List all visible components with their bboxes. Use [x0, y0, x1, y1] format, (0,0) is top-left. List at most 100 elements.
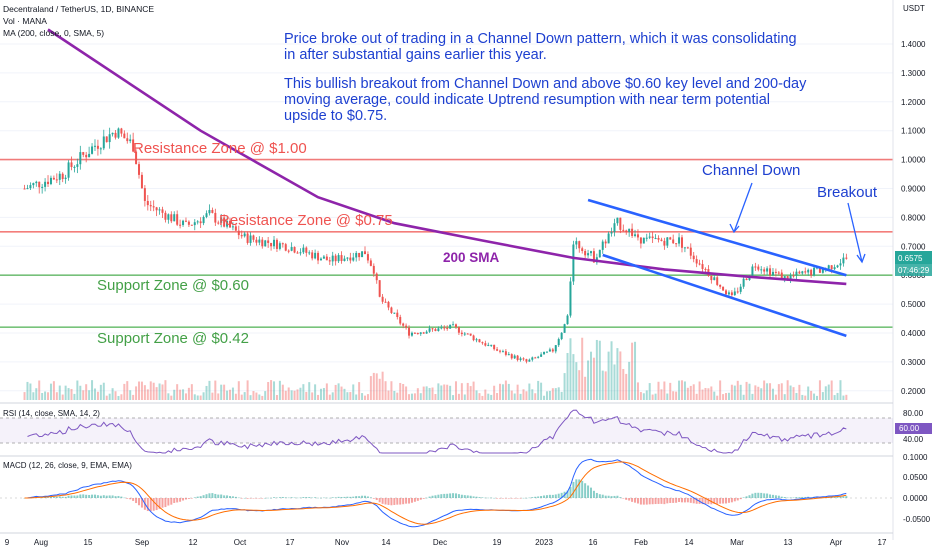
macd-histogram-bar: [592, 490, 595, 498]
candle-body: [804, 271, 807, 273]
volume-bar: [639, 392, 642, 400]
volume-bar: [528, 383, 531, 400]
macd-histogram-bar: [261, 498, 264, 499]
macd-histogram-bar: [845, 496, 848, 498]
macd-histogram-bar: [287, 497, 290, 499]
volume-bar: [581, 337, 584, 400]
rsi-label[interactable]: RSI (14, close, SMA, 14, 2): [3, 409, 100, 418]
volume-bar: [557, 387, 560, 400]
candle-body: [807, 269, 810, 273]
macd-histogram-bar: [742, 497, 745, 498]
candle-body: [314, 252, 317, 259]
volume-bar: [727, 392, 730, 400]
ma-indicator-label[interactable]: MA (200, close, 0, SMA, 5): [3, 28, 104, 38]
candle-body: [120, 128, 123, 134]
volume-bar: [343, 388, 346, 400]
macd-histogram-bar: [557, 493, 560, 498]
macd-histogram-bar: [67, 495, 70, 498]
price-axis[interactable]: USDT 1.4000 1.3000 1.2000 1.1000 1.0000 0.900…: [892, 0, 932, 540]
macd-histogram-bar: [660, 498, 663, 504]
volume-bar: [560, 391, 563, 400]
candle-body: [645, 237, 648, 239]
macd-histogram-bar: [590, 487, 592, 498]
macd-histogram-bar: [769, 494, 772, 498]
macd-histogram-bar: [179, 498, 182, 502]
volume-bar: [815, 395, 818, 400]
macd-histogram-bar: [255, 498, 258, 499]
volume-bar: [751, 393, 754, 400]
macd-histogram-bar: [686, 498, 689, 503]
zone-label-resistance-1: Resistance Zone @ $1.00: [133, 140, 307, 157]
macd-histogram-bar: [757, 492, 760, 498]
macd-histogram-bar: [425, 497, 428, 499]
countdown-value: 07:46:29: [898, 266, 930, 275]
macd-histogram-bar: [249, 498, 252, 499]
macd-histogram-bar: [725, 498, 728, 504]
candle-body: [52, 177, 55, 180]
macd-histogram-bar: [537, 496, 540, 498]
candle-body: [496, 349, 499, 351]
macd-histogram-bar: [96, 495, 99, 498]
candle-body: [258, 239, 261, 243]
macd-histogram-bar: [205, 494, 208, 498]
volume-bar: [273, 381, 276, 400]
macd-histogram-bar: [405, 498, 408, 504]
macd-histogram-bar: [102, 495, 105, 498]
candle-body: [202, 216, 205, 224]
macd-histogram-bar: [384, 498, 387, 505]
volume-bar: [719, 380, 722, 400]
macd-histogram-bar: [93, 494, 96, 498]
volume-bar: [264, 391, 267, 400]
time-tick-label: 14: [685, 538, 694, 547]
macd-histogram-bar: [184, 498, 187, 500]
macd-histogram-bar: [510, 498, 513, 499]
macd-histogram-bar: [358, 496, 361, 498]
time-axis[interactable]: 9 Aug 15 Sep 12 Oct 17 Nov 14 Dec 19 2023 16 Feb 14 Mar…: [5, 538, 887, 547]
volume-bar: [469, 386, 472, 400]
macd-histogram-bar: [314, 497, 317, 498]
candle-body: [355, 252, 358, 258]
candle-body: [513, 355, 516, 359]
candle-body: [716, 277, 719, 285]
candle-body: [587, 253, 590, 256]
candle-body: [786, 276, 789, 280]
candle-body: [26, 188, 29, 190]
macd-histogram-bar: [311, 497, 314, 499]
volume-bar: [607, 351, 610, 400]
symbol-title[interactable]: Decentraland / TetherUS, 1D, BINANCE: [3, 4, 154, 14]
macd-histogram-bar: [795, 497, 798, 498]
macd-histogram-bar: [675, 498, 678, 503]
candle-body: [663, 240, 666, 246]
macd-histogram-bar: [231, 496, 234, 498]
candle-body: [510, 354, 513, 359]
macd-histogram-bar: [264, 497, 267, 499]
candle-body: [695, 259, 698, 264]
macd-histogram-bar: [55, 496, 58, 498]
macd-pane: MACD (12, 26, close, 9, EMA, EMA) 0.1000…: [0, 453, 931, 528]
volume-bar: [587, 360, 590, 400]
volume-bar: [648, 383, 651, 400]
macd-histogram-bar: [601, 494, 604, 498]
macd-histogram-bar: [317, 497, 320, 499]
volume-bar: [331, 392, 334, 400]
candle-body: [601, 241, 604, 250]
candle-body: [493, 344, 496, 350]
volume-indicator-label[interactable]: Vol · MANA: [3, 16, 47, 26]
macd-histogram-bar: [123, 497, 126, 499]
volume-bar: [575, 362, 578, 400]
candle-body: [220, 217, 223, 223]
time-tick-label: Aug: [34, 538, 48, 547]
volume-bar: [346, 392, 349, 400]
volume-bar: [563, 373, 566, 400]
candle-body: [252, 235, 255, 240]
volume-bar: [525, 391, 528, 400]
volume-bar: [120, 394, 123, 400]
volume-bar: [631, 342, 634, 400]
candle-body: [249, 235, 252, 243]
time-tick-label: 9: [5, 538, 10, 547]
candle-body: [378, 280, 381, 297]
macd-histogram-bar: [680, 498, 683, 503]
macd-label[interactable]: MACD (12, 26, close, 9, EMA, EMA): [3, 461, 132, 470]
macd-histogram-bar: [237, 497, 240, 499]
